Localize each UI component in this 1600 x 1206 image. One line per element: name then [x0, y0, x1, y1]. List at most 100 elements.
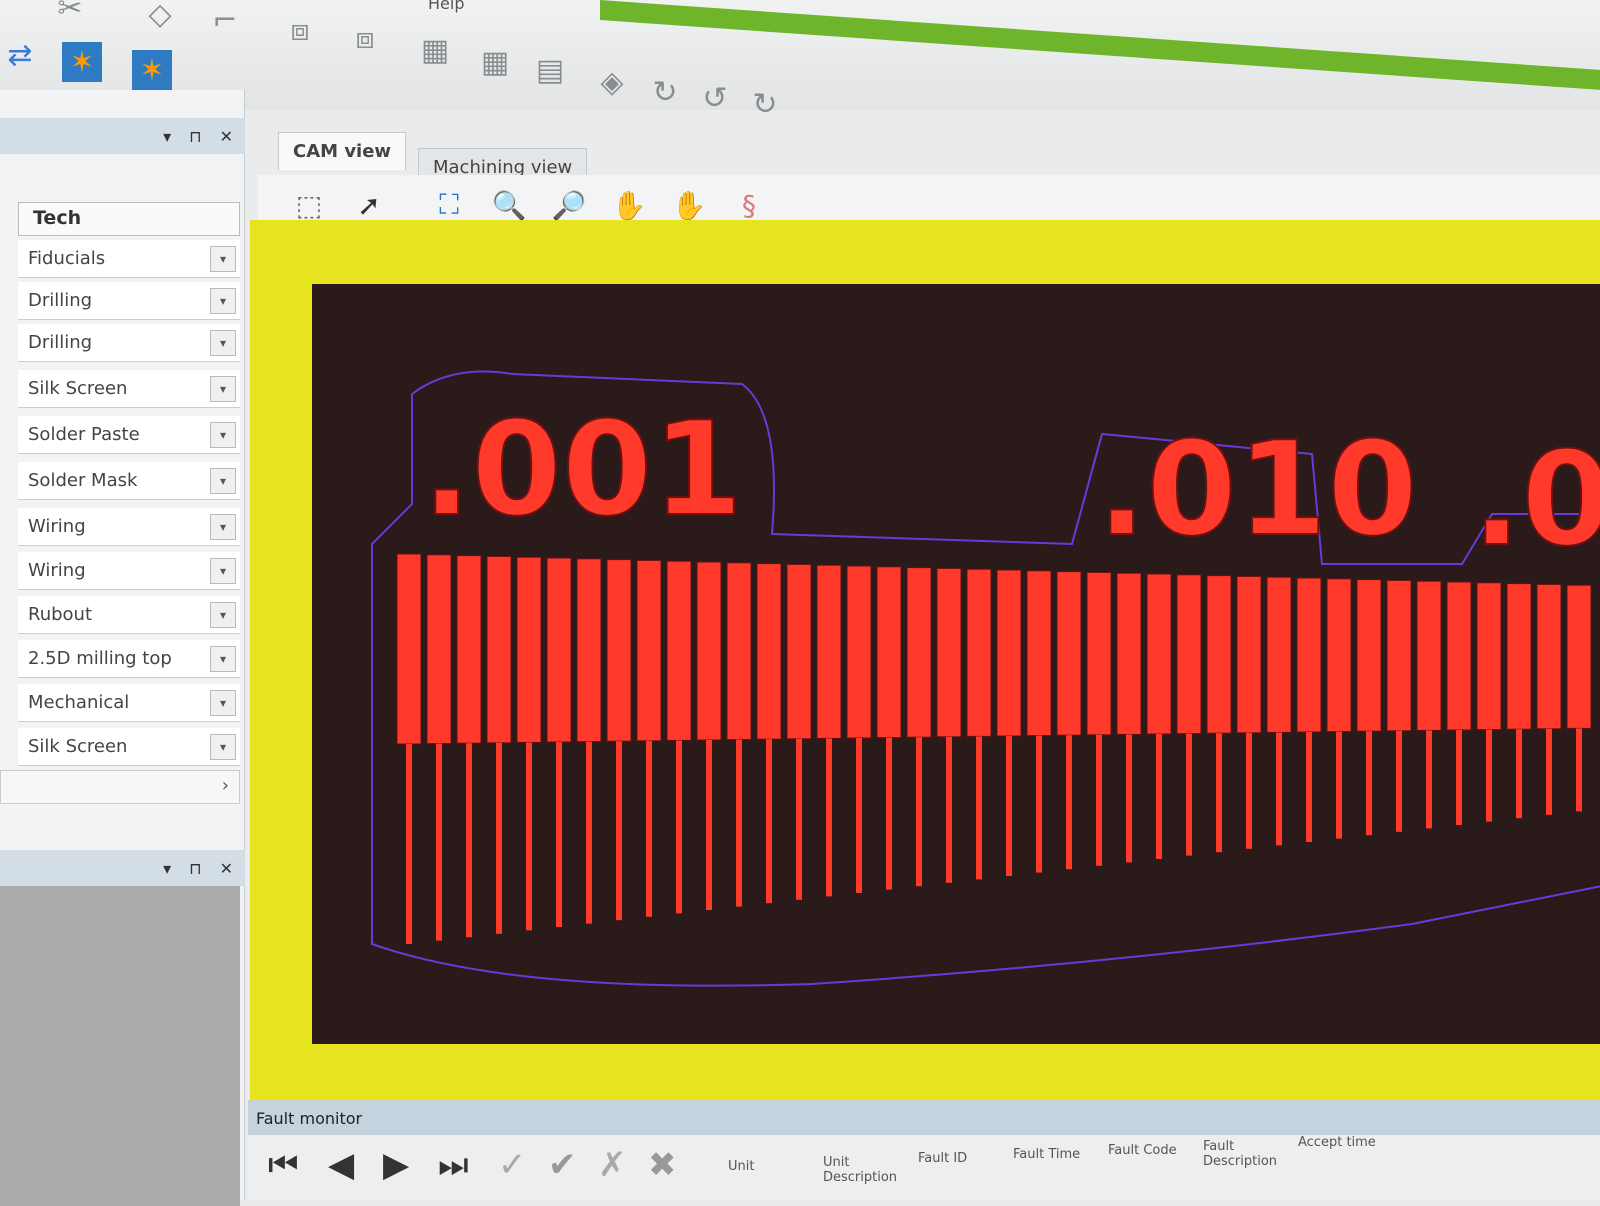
layer-dropdown[interactable]: ▾	[210, 733, 236, 760]
layer-row[interactable]: 2.5D milling top ▾	[18, 640, 240, 678]
layer-dropdown[interactable]: ▾	[210, 601, 236, 628]
layer-dropdown[interactable]: ▾	[210, 557, 236, 584]
layer-dropdown[interactable]: ▾	[210, 645, 236, 672]
fault-column-header[interactable]: Accept time	[1298, 1135, 1376, 1150]
layer-row[interactable]: Silk Screen ▾	[18, 370, 240, 408]
layer-row[interactable]: Drilling ▾	[18, 324, 240, 362]
accept-selected-icon[interactable]: ✓	[498, 1145, 527, 1185]
previous-icon[interactable]: ◀	[328, 1145, 355, 1185]
pan-hand-icon[interactable]: ✋	[611, 188, 647, 222]
tab-cam-view[interactable]: CAM view	[278, 132, 407, 170]
merge-icon[interactable]: ▦	[480, 44, 510, 80]
scroll-right-button[interactable]: ›	[0, 770, 240, 804]
first-icon[interactable]: ⏮	[268, 1145, 299, 1185]
dropdown-icon[interactable]: ▾	[163, 126, 172, 146]
layer-label: Solder Paste	[28, 424, 140, 445]
clear-all-icon[interactable]: ✖	[648, 1145, 677, 1185]
layer-row[interactable]: Wiring ▾	[18, 552, 240, 590]
layer-label: Silk Screen	[28, 736, 128, 757]
layer-row[interactable]: Mechanical ▾	[18, 684, 240, 722]
layer-row[interactable]: Fiducials ▾	[18, 240, 240, 278]
layer-dropdown[interactable]: ▾	[210, 421, 236, 448]
copper-trace	[1336, 731, 1342, 839]
fault-column-header[interactable]: Unit	[728, 1159, 755, 1174]
cut-icon[interactable]: ✂	[57, 0, 83, 26]
cam-canvas[interactable]: .001 .010 .0	[250, 220, 1600, 1110]
tool-library-icon[interactable]: ✶	[132, 50, 172, 90]
layer-label: Mechanical	[28, 692, 130, 713]
copper-trace	[676, 740, 682, 914]
clear-selected-icon[interactable]: ✗	[598, 1145, 627, 1185]
copper-trace	[1126, 734, 1132, 863]
copper-pad	[606, 559, 632, 742]
copper-pad	[756, 563, 782, 740]
copper-pad	[486, 555, 512, 744]
group-icon[interactable]: ▦	[420, 32, 450, 68]
copper-trace	[526, 742, 532, 931]
layer-label: Wiring	[28, 560, 86, 581]
last-icon[interactable]: ⏭	[438, 1145, 469, 1185]
pin-icon[interactable]: ⊓	[189, 858, 202, 878]
rotate-cw-icon[interactable]: ↻	[652, 74, 678, 110]
main-toolbar: Help ✂ ◇ ⌐ ⧈ ⧈ ▦ ▦ ▤ ⇄ ✶ ✶ ◈ ↻ ↺ ↻	[0, 0, 1600, 122]
layer-dropdown[interactable]: ▾	[210, 287, 236, 314]
menu-help[interactable]: Help	[428, 0, 465, 13]
next-icon[interactable]: ▶	[383, 1145, 410, 1185]
copper-trace	[436, 743, 442, 941]
select-area-icon[interactable]: ⬚	[295, 188, 323, 222]
layer-row[interactable]: Silk Screen ▾	[18, 728, 240, 766]
pin-icon[interactable]: ⊓	[189, 126, 202, 146]
snap-icon[interactable]: §	[742, 188, 756, 222]
copper-pad	[1176, 574, 1202, 735]
rotate-icon[interactable]: ↻	[752, 86, 778, 122]
layer-row[interactable]: Solder Paste ▾	[18, 416, 240, 454]
copper-trace	[1396, 730, 1402, 832]
layer-row[interactable]: Solder Mask ▾	[18, 462, 240, 500]
copper-trace	[646, 740, 652, 917]
fault-column-header[interactable]: Fault Time	[1013, 1147, 1081, 1162]
copper-trace	[1156, 734, 1162, 859]
path-icon[interactable]: ⌐	[212, 2, 238, 38]
layer-dropdown[interactable]: ▾	[210, 329, 236, 356]
close-icon[interactable]: ✕	[219, 858, 233, 878]
copper-pad	[936, 567, 962, 738]
copper-pad	[546, 557, 572, 743]
pan-hand-alt-icon[interactable]: ✋	[671, 188, 707, 222]
fault-monitor-title: Fault monitor	[248, 1101, 1600, 1135]
layer-dropdown[interactable]: ▾	[210, 467, 236, 494]
fault-column-header[interactable]: Fault Code	[1108, 1143, 1177, 1158]
layer-row[interactable]: Rubout ▾	[18, 596, 240, 634]
rotate-ccw-icon[interactable]: ↺	[702, 80, 728, 116]
copper-trace	[1546, 728, 1552, 815]
zoom-fit-icon[interactable]: ⛶	[439, 188, 459, 221]
wizard-icon[interactable]: ✶	[62, 42, 102, 82]
layer-row[interactable]: Drilling ▾	[18, 282, 240, 320]
accept-all-icon[interactable]: ✔	[548, 1145, 577, 1185]
fault-column-header[interactable]: Fault Description	[1203, 1139, 1278, 1169]
dropdown-icon[interactable]: ▾	[163, 858, 172, 878]
pcb-board[interactable]: .001 .010 .0	[312, 284, 1600, 1044]
close-icon[interactable]: ✕	[219, 126, 233, 146]
fill-icon[interactable]: ◈	[600, 64, 624, 100]
layer-label: Silk Screen	[28, 378, 128, 399]
layer-row[interactable]: Wiring ▾	[18, 508, 240, 546]
fault-column-header[interactable]: Unit Description	[823, 1155, 898, 1185]
align-icon[interactable]: ▤	[535, 52, 565, 88]
layer-dropdown[interactable]: ▾	[210, 689, 236, 716]
layer-dropdown[interactable]: ▾	[210, 513, 236, 540]
pointer-icon[interactable]: ➚	[357, 188, 381, 222]
layer-dropdown[interactable]: ▾	[210, 375, 236, 402]
layer-dropdown[interactable]: ▾	[210, 245, 236, 272]
copper-pad	[1146, 573, 1172, 735]
zoom-pan-icon[interactable]: 🔎	[551, 188, 587, 222]
polygon-icon[interactable]: ◇	[148, 0, 172, 32]
copper-trace	[946, 736, 952, 883]
panel-header: ▾ ⊓ ✕	[0, 118, 245, 154]
zoom-in-icon[interactable]: 🔍	[491, 188, 527, 222]
flip-left-icon[interactable]: ⧈	[290, 12, 310, 48]
fault-column-header[interactable]: Fault ID	[918, 1151, 968, 1166]
flip-right-icon[interactable]: ⧈	[355, 20, 375, 56]
swap-tool-icon[interactable]: ⇄	[7, 37, 33, 73]
board-label: .0	[1472, 423, 1600, 575]
fault-monitor: Fault monitor ⏮ ◀ ▶ ⏭ ✓ ✔ ✗ ✖ Unit Unit D…	[248, 1100, 1600, 1200]
